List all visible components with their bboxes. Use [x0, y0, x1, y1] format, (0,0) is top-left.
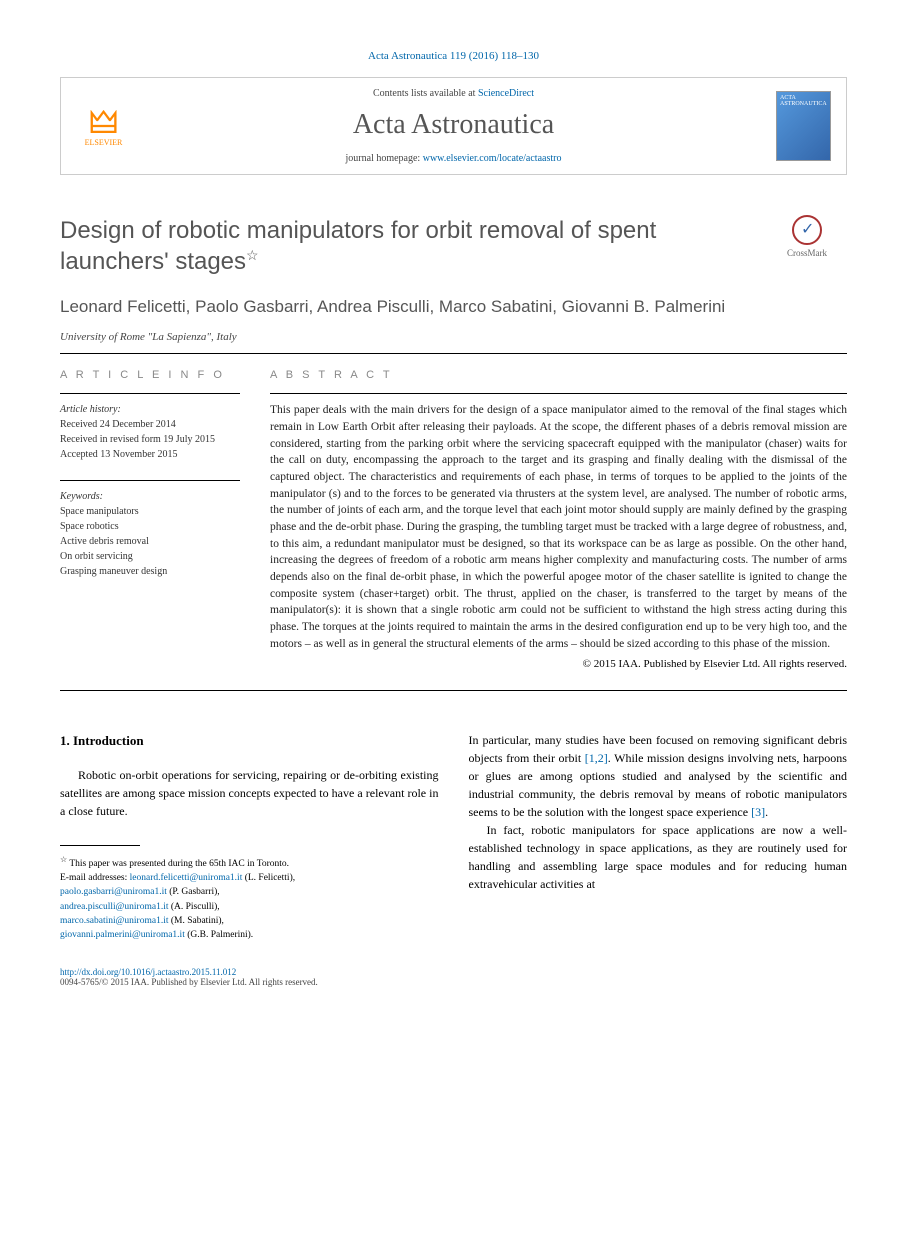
keyword: On orbit servicing — [60, 549, 240, 564]
received-date: Received 24 December 2014 — [60, 417, 240, 432]
crossmark-label: CrossMark — [787, 248, 827, 258]
header-center: Contents lists available at ScienceDirec… — [146, 88, 761, 164]
body-columns: 1. Introduction Robotic on-orbit operati… — [60, 731, 847, 942]
elsevier-logo[interactable]: 🜲 ELSEVIER — [76, 94, 131, 159]
sciencedirect-link[interactable]: ScienceDirect — [478, 88, 534, 99]
article-info-heading: A R T I C L E I N F O — [60, 369, 240, 381]
intro-para-3: In fact, robotic manipulators for space … — [469, 821, 848, 893]
footnote-star-icon: ☆ — [246, 247, 259, 263]
keyword: Active debris removal — [60, 534, 240, 549]
footnote-separator — [60, 845, 140, 846]
accepted-date: Accepted 13 November 2015 — [60, 447, 240, 462]
publisher-name: ELSEVIER — [85, 138, 123, 147]
keyword: Space robotics — [60, 519, 240, 534]
author-email[interactable]: marco.sabatini@uniroma1.it — [60, 916, 168, 926]
citation-line: Acta Astronautica 119 (2016) 118–130 — [60, 50, 847, 62]
citation-link[interactable]: Acta Astronautica 119 (2016) 118–130 — [368, 50, 539, 62]
journal-cover-thumb[interactable]: ACTA ASTRONAUTICA — [776, 91, 831, 161]
email-footnote: E-mail addresses: leonard.felicetti@unir… — [60, 871, 439, 942]
page-footer: http://dx.doi.org/10.1016/j.actaastro.20… — [60, 967, 847, 987]
abstract-copyright: © 2015 IAA. Published by Elsevier Ltd. A… — [270, 658, 847, 670]
tree-icon: 🜲 — [89, 106, 118, 138]
article-history: Article history: Received 24 December 20… — [60, 402, 240, 462]
revised-date: Received in revised form 19 July 2015 — [60, 432, 240, 447]
homepage-link[interactable]: www.elsevier.com/locate/actaastro — [423, 153, 562, 164]
issn-copyright: 0094-5765/© 2015 IAA. Published by Elsev… — [60, 977, 318, 987]
journal-header-box: 🜲 ELSEVIER Contents lists available at S… — [60, 77, 847, 175]
keyword: Grasping maneuver design — [60, 564, 240, 579]
affiliation: University of Rome "La Sapienza", Italy — [60, 331, 847, 343]
body-column-right: In particular, many studies have been fo… — [469, 731, 848, 942]
article-info-column: A R T I C L E I N F O Article history: R… — [60, 369, 240, 670]
author-list: Leonard Felicetti, Paolo Gasbarri, Andre… — [60, 295, 847, 319]
intro-para-2: In particular, many studies have been fo… — [469, 731, 848, 821]
keywords-label: Keywords: — [60, 489, 240, 504]
body-column-left: 1. Introduction Robotic on-orbit operati… — [60, 731, 439, 942]
author-email[interactable]: andrea.pisculli@uniroma1.it — [60, 902, 168, 912]
citation-ref-link[interactable]: [1,2] — [585, 751, 608, 765]
history-label: Article history: — [60, 402, 240, 417]
crossmark-badge[interactable]: CrossMark — [767, 215, 847, 258]
intro-para-1: Robotic on-orbit operations for servicin… — [60, 766, 439, 820]
divider — [60, 353, 847, 354]
keyword: Space manipulators — [60, 504, 240, 519]
contents-line: Contents lists available at ScienceDirec… — [146, 88, 761, 99]
star-footnote: ☆ This paper was presented during the 65… — [60, 854, 439, 871]
author-email[interactable]: leonard.felicetti@uniroma1.it — [130, 873, 243, 883]
info-abstract-row: A R T I C L E I N F O Article history: R… — [60, 369, 847, 670]
author-email[interactable]: paolo.gasbarri@uniroma1.it — [60, 887, 167, 897]
footnote-star-icon: ☆ — [60, 855, 67, 864]
keywords-block: Keywords: Space manipulators Space robot… — [60, 489, 240, 579]
citation-ref-link[interactable]: [3] — [751, 805, 765, 819]
homepage-line: journal homepage: www.elsevier.com/locat… — [146, 153, 761, 164]
journal-name: Acta Astronautica — [146, 109, 761, 141]
email-label: E-mail addresses: — [60, 873, 127, 883]
abstract-column: A B S T R A C T This paper deals with th… — [270, 369, 847, 670]
footnotes: ☆ This paper was presented during the 65… — [60, 854, 439, 943]
abstract-heading: A B S T R A C T — [270, 369, 847, 381]
divider — [60, 480, 240, 481]
divider — [60, 690, 847, 691]
introduction-heading: 1. Introduction — [60, 731, 439, 751]
abstract-text: This paper deals with the main drivers f… — [270, 402, 847, 652]
crossmark-icon — [792, 215, 822, 245]
article-title: Design of robotic manipulators for orbit… — [60, 215, 767, 277]
author-email[interactable]: giovanni.palmerini@uniroma1.it — [60, 930, 185, 940]
doi-link[interactable]: http://dx.doi.org/10.1016/j.actaastro.20… — [60, 967, 236, 977]
divider — [60, 393, 240, 394]
divider — [270, 393, 847, 394]
